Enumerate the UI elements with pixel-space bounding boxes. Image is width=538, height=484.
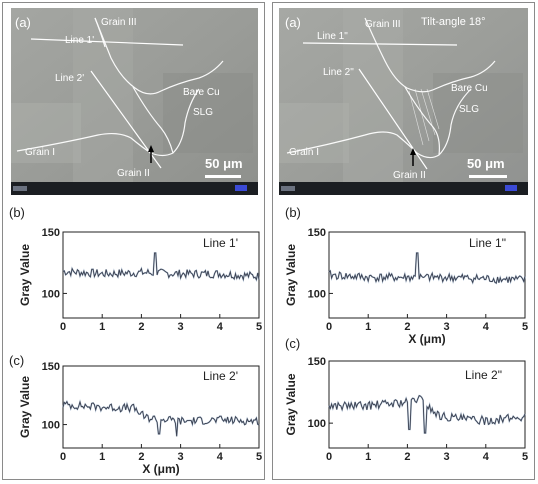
sem-info-bar (11, 182, 258, 195)
y-tick-label: 100 (308, 288, 326, 300)
profile-chart-b-left: 0 1 2 3 4 5 100 150 Gray Value (18, 227, 262, 333)
right-figure-svg: (a) Grain III Tilt-angle 18° Line 1" Lin… (279, 8, 528, 463)
label-line-1: Line 1" (317, 31, 348, 42)
x-tick-label: 4 (217, 451, 224, 463)
grain-2-arrow (410, 148, 416, 155)
label-slg: SLG (459, 104, 479, 115)
x-tick-label: 3 (444, 451, 450, 463)
profile-series-line (62, 252, 260, 282)
profile-c-line-label: Line 2' (203, 369, 238, 383)
x-tick-label: 3 (178, 321, 184, 333)
profile-chart-c-right: 0 1 2 3 4 5 100 150 Gray Value (284, 356, 528, 463)
scale-bar (205, 175, 241, 178)
label-line-2: Line 2' (55, 73, 84, 84)
x-tick-label: 2 (404, 451, 410, 463)
profile-c-panel-label: (c) (9, 353, 24, 368)
x-tick-label: 0 (60, 451, 66, 463)
label-line-2: Line 2" (323, 67, 354, 78)
x-tick-label: 4 (483, 321, 490, 333)
profile-b-line-label: Line 1" (469, 236, 506, 250)
right-figure-panel: (a) Grain III Tilt-angle 18° Line 1" Lin… (272, 2, 535, 480)
profile-series-shadow (62, 252, 260, 283)
x-tick-label: 1 (99, 321, 105, 333)
plot-frame (62, 231, 260, 319)
x-tick-label: 4 (217, 321, 224, 333)
sem-image: (a) Grain III Tilt-angle 18° Line 1" Lin… (279, 8, 528, 195)
profile-chart-c-left: 0 1 2 3 4 5 100 150 Gray Value X (μm) (18, 361, 262, 476)
left-figure-svg: (a) Grain III Line 1' Line 2' Bare Cu SL… (9, 8, 262, 476)
sem-panel-label: (a) (15, 15, 31, 30)
label-grain-1: Grain I (289, 147, 319, 158)
profile-b-panel-label: (b) (9, 205, 25, 220)
label-bare-cu: Bare Cu (451, 83, 488, 94)
profile-b-line-label: Line 1' (203, 236, 238, 250)
x-tick-label: 0 (326, 451, 332, 463)
left-figure-panel: (a) Grain III Line 1' Line 2' Bare Cu SL… (2, 2, 265, 480)
sem-image: (a) Grain III Line 1' Line 2' Bare Cu SL… (11, 8, 258, 195)
x-tick-label: 3 (444, 321, 450, 333)
x-axis-label: X (μm) (142, 462, 179, 476)
y-tick-label: 100 (308, 418, 326, 430)
label-grain-2: Grain II (117, 168, 150, 179)
profile-chart-b-right: 0 1 2 3 4 5 100 150 Gray Value X (μm) (284, 227, 528, 346)
profile-series-line (328, 252, 526, 284)
x-tick-label: 5 (256, 451, 262, 463)
x-tick-label: 0 (60, 321, 66, 333)
label-line-1: Line 1' (65, 35, 94, 46)
x-axis-label: X (μm) (408, 332, 445, 346)
y-axis-label: Gray Value (18, 244, 32, 306)
x-tick-label: 2 (138, 321, 144, 333)
line-2-marker (358, 68, 428, 170)
label-grain-3: Grain III (365, 19, 401, 30)
y-tick-label: 100 (42, 420, 60, 432)
y-tick-label: 150 (308, 227, 326, 239)
plot-frame (328, 360, 526, 449)
sem-info-bar (279, 182, 528, 195)
tilt-angle-label: Tilt-angle 18° (421, 16, 486, 28)
scale-bar-label: 50 μm (467, 156, 505, 171)
sem-panel-label: (a) (285, 15, 301, 30)
x-tick-label: 5 (256, 321, 262, 333)
scale-bar (469, 175, 507, 178)
scale-bar-label: 50 μm (205, 156, 243, 171)
profile-series-shadow (62, 398, 260, 437)
y-tick-label: 150 (308, 356, 326, 368)
profile-series-line (328, 395, 526, 434)
line-1-marker (30, 38, 184, 46)
y-axis-label: Gray Value (284, 373, 298, 435)
y-axis-label: Gray Value (18, 376, 32, 438)
profile-series-line (62, 400, 260, 437)
label-bare-cu: Bare Cu (183, 87, 220, 98)
x-tick-label: 2 (404, 321, 410, 333)
x-tick-label: 0 (326, 321, 332, 333)
y-axis-label: Gray Value (284, 244, 298, 306)
grain-2-arrow (148, 145, 154, 152)
profile-series-shadow (328, 252, 526, 285)
line-1-marker (302, 42, 458, 46)
y-tick-label: 100 (42, 288, 60, 300)
label-slg: SLG (193, 107, 213, 118)
x-tick-label: 3 (178, 451, 184, 463)
label-grain-2: Grain II (393, 170, 426, 181)
profile-b-panel-label: (b) (285, 205, 301, 220)
x-tick-label: 1 (99, 451, 105, 463)
x-tick-label: 5 (522, 451, 528, 463)
x-tick-label: 4 (483, 451, 490, 463)
x-tick-label: 1 (365, 321, 371, 333)
plot-frame (328, 231, 526, 319)
label-grain-1: Grain I (25, 147, 55, 158)
label-grain-3: Grain III (101, 17, 137, 28)
profile-c-line-label: Line 2" (465, 368, 502, 382)
slg-grating (408, 88, 440, 146)
x-tick-label: 2 (138, 451, 144, 463)
y-tick-label: 150 (42, 361, 60, 373)
x-tick-label: 5 (522, 321, 528, 333)
y-tick-label: 150 (42, 227, 60, 239)
profile-c-panel-label: (c) (285, 336, 300, 351)
x-tick-label: 1 (365, 451, 371, 463)
